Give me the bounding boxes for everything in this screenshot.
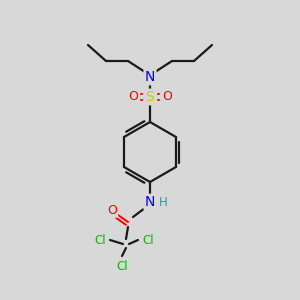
Text: N: N xyxy=(145,70,155,84)
Text: O: O xyxy=(107,203,117,217)
Text: Cl: Cl xyxy=(142,233,154,247)
Text: S: S xyxy=(146,90,154,104)
Text: Cl: Cl xyxy=(116,260,128,272)
Text: O: O xyxy=(162,91,172,103)
Text: H: H xyxy=(159,196,167,208)
Text: N: N xyxy=(145,195,155,209)
Text: Cl: Cl xyxy=(94,233,106,247)
Text: O: O xyxy=(128,91,138,103)
